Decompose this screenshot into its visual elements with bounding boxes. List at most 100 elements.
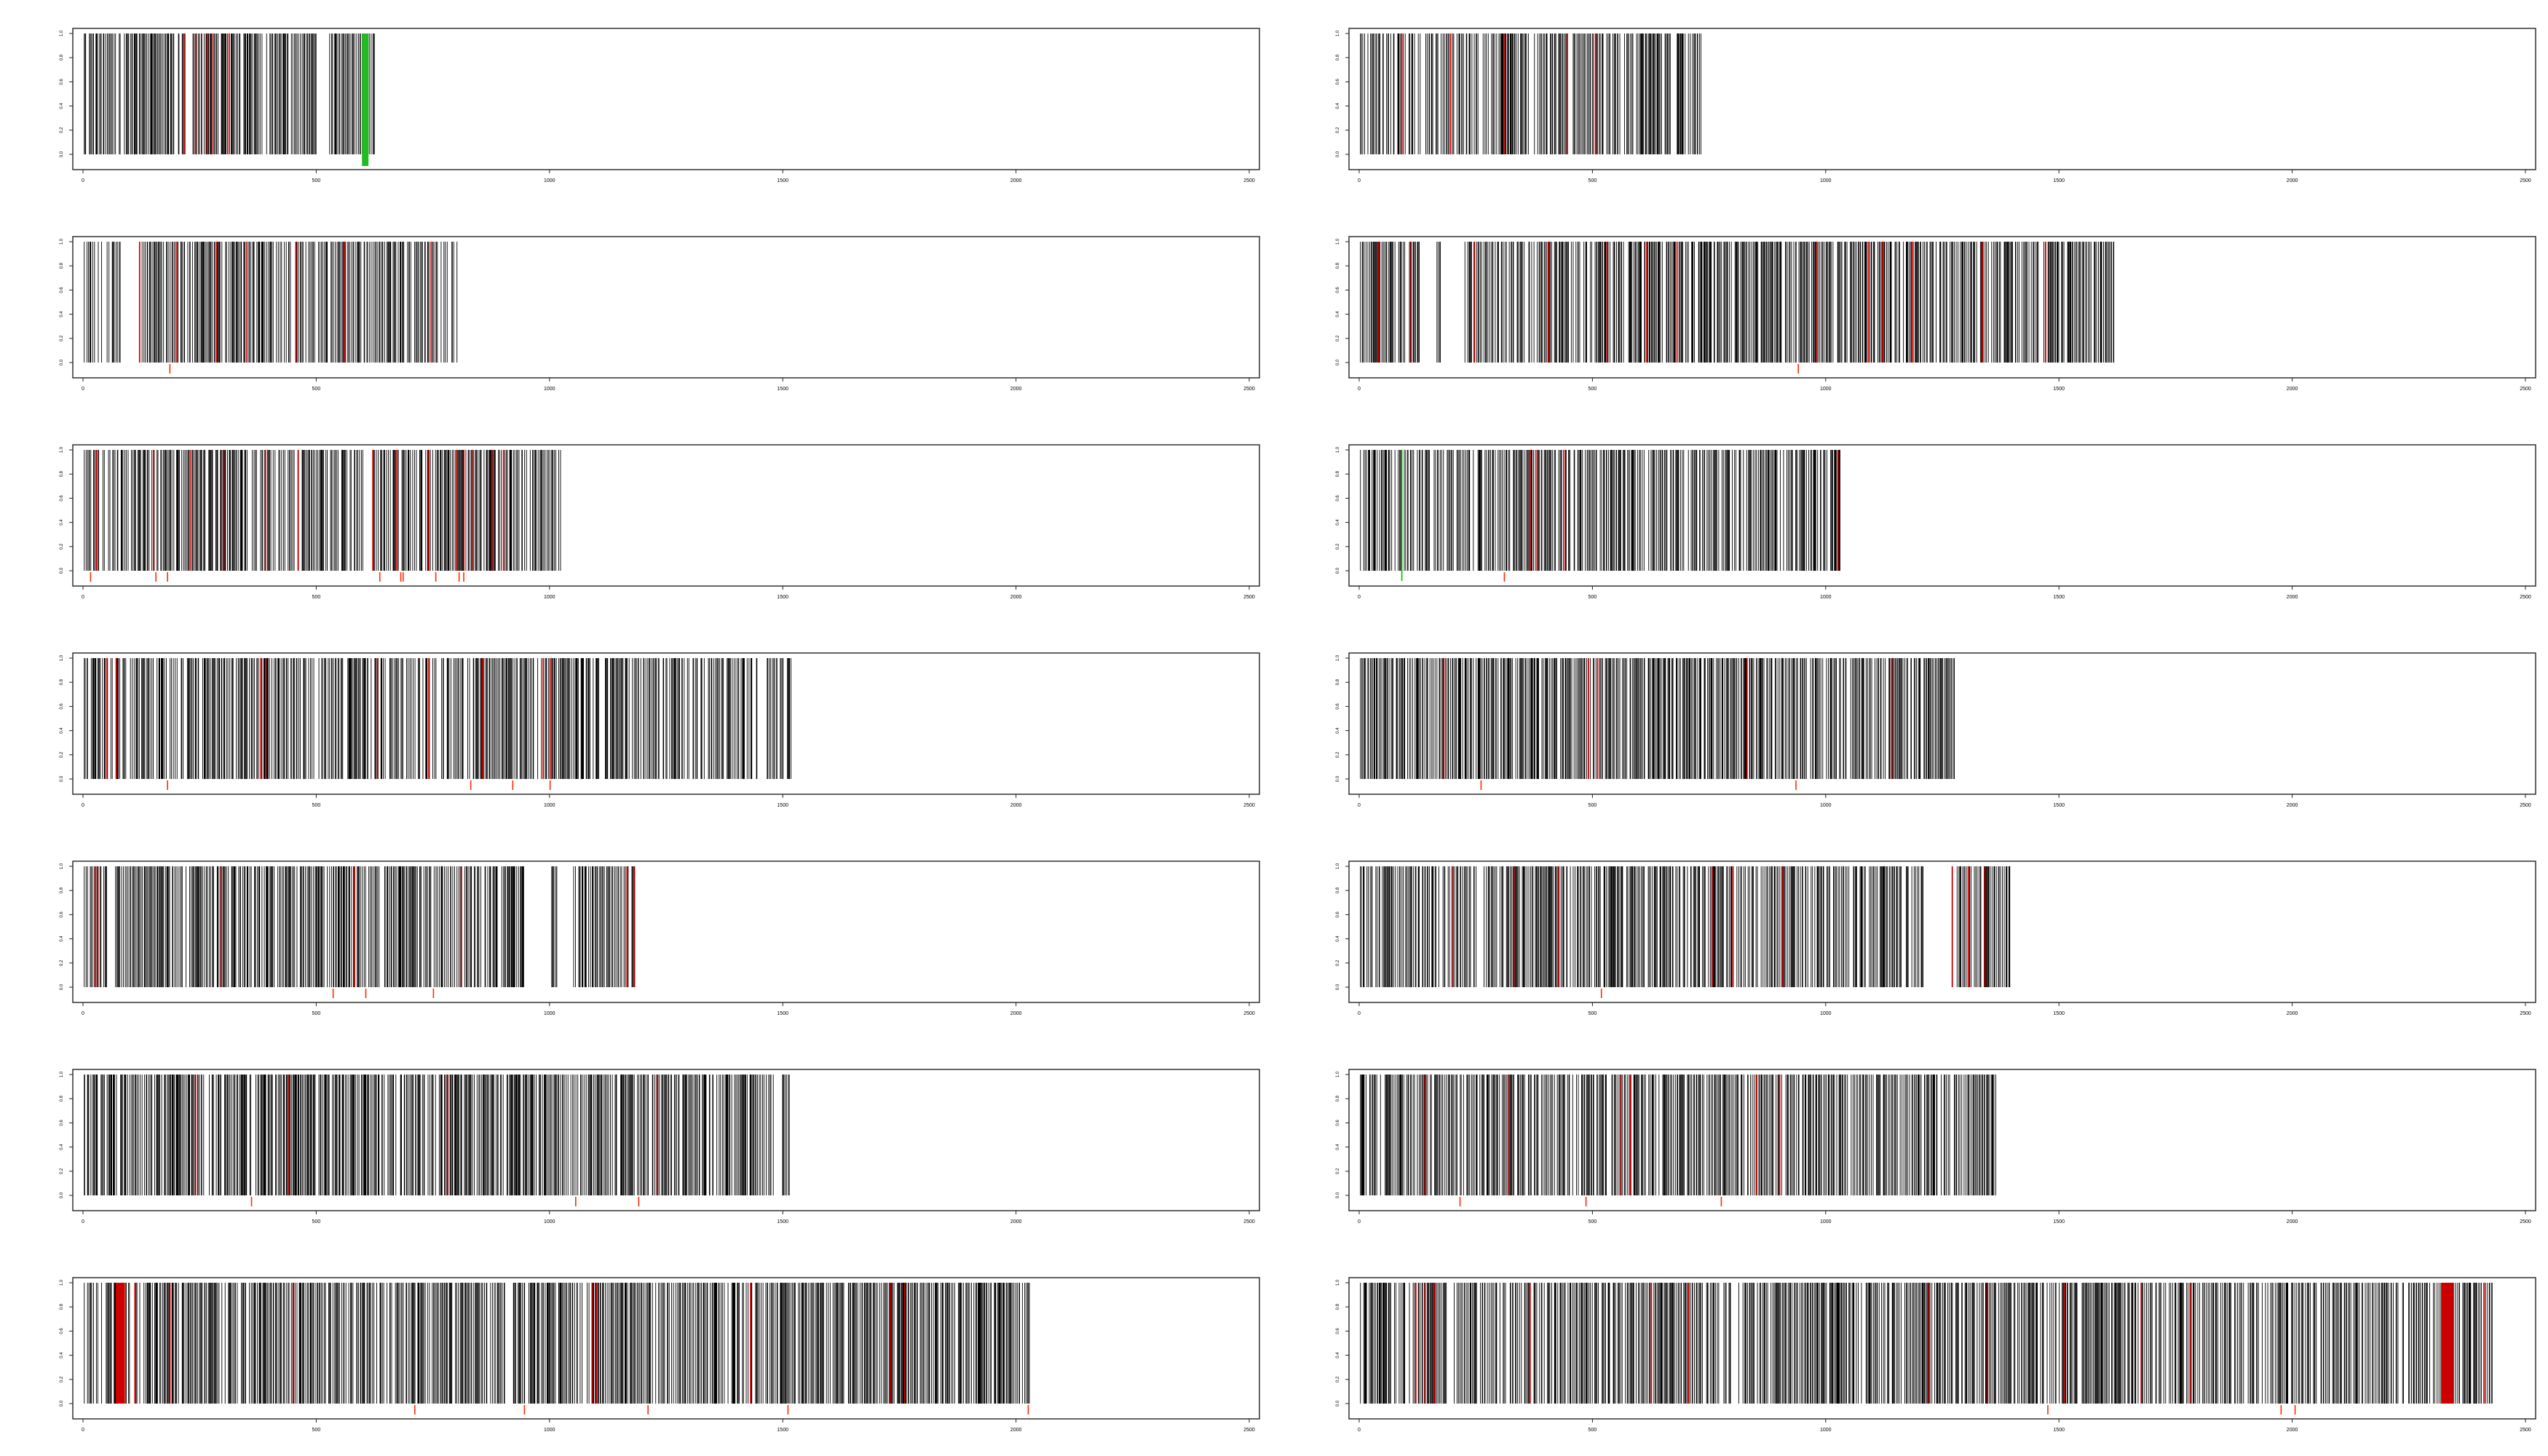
bar [425, 658, 427, 779]
bar [1463, 450, 1465, 571]
bar [1530, 450, 1532, 571]
bar [322, 450, 323, 571]
bar [158, 242, 160, 363]
bar [1528, 866, 1530, 987]
bar [186, 1075, 188, 1195]
bar [1683, 658, 1685, 779]
bar [435, 450, 436, 571]
bar [743, 1075, 745, 1195]
bar [673, 658, 674, 779]
bar [351, 866, 352, 987]
bar [1463, 1075, 1464, 1195]
bar [1623, 450, 1625, 571]
bar [1529, 1075, 1530, 1195]
bar [1631, 866, 1634, 987]
y-tick-label: 0.4 [1336, 1144, 1340, 1150]
bar [1698, 866, 1699, 987]
bar [1386, 242, 1388, 363]
bar [1590, 242, 1591, 363]
bar [1812, 866, 1813, 987]
bar [374, 1075, 376, 1195]
bar [1921, 866, 1923, 987]
bar [250, 1075, 251, 1195]
bar [1808, 242, 1810, 363]
bar [179, 866, 181, 987]
bar [247, 866, 249, 987]
bar [376, 242, 378, 363]
bar [202, 866, 203, 987]
bar [1508, 450, 1509, 571]
bar [1543, 33, 1545, 154]
bar [2074, 242, 2076, 363]
bar [1924, 1075, 1926, 1195]
bar [1426, 658, 1428, 779]
bar [749, 1075, 751, 1195]
bar [464, 1075, 466, 1195]
y-tick-label: 1.0 [1336, 30, 1340, 36]
bar [457, 658, 459, 779]
bar [232, 450, 234, 571]
bar [1465, 866, 1467, 987]
bar [422, 242, 423, 363]
bar [1846, 866, 1848, 987]
bar [685, 1075, 687, 1195]
bar [633, 1075, 635, 1195]
bar [567, 658, 569, 779]
bar [1888, 658, 1890, 779]
bar [320, 1075, 322, 1195]
bar [1385, 242, 1387, 363]
bar [695, 658, 696, 779]
bar [1506, 450, 1508, 571]
bar [304, 658, 306, 779]
bar [230, 1283, 232, 1404]
bar [1566, 866, 1568, 987]
bar [285, 866, 287, 987]
bar [1458, 33, 1460, 154]
bar [1424, 1075, 1425, 1195]
bar [1829, 658, 1831, 779]
bar [471, 866, 472, 987]
bar [1664, 866, 1666, 987]
bar [389, 658, 391, 779]
bar [480, 450, 482, 571]
bar [666, 1075, 667, 1195]
bar [1648, 658, 1650, 779]
bar [1932, 1075, 1934, 1195]
bar [1559, 33, 1561, 154]
y-tick-label: 0.6 [1336, 703, 1340, 710]
bar [221, 450, 222, 571]
bar [521, 450, 523, 571]
bar [181, 658, 183, 779]
highlight-bar [446, 1075, 448, 1195]
bar [1520, 450, 1522, 571]
bar [1906, 866, 1907, 987]
bar [154, 1075, 155, 1195]
bar [1575, 1075, 1577, 1195]
bar [93, 658, 95, 779]
bar [631, 866, 633, 987]
bar [397, 1283, 399, 1404]
bar [1397, 1075, 1399, 1195]
bar [1760, 242, 1762, 363]
bar [1730, 658, 1732, 779]
bar [1407, 658, 1408, 779]
bar [1544, 1075, 1546, 1195]
bar [1616, 450, 1617, 571]
bar [1683, 1075, 1685, 1195]
bar [299, 242, 301, 363]
bar [1700, 242, 1701, 363]
x-tick-label: 2000 [2287, 595, 2298, 600]
bar [119, 33, 121, 154]
bar [1520, 1075, 1521, 1195]
bar [1460, 658, 1461, 779]
bar [1624, 450, 1626, 571]
bar [1486, 450, 1487, 571]
bar [1492, 450, 1494, 571]
bar [647, 1075, 649, 1195]
bar [1406, 866, 1407, 987]
bar [539, 450, 541, 571]
bar [579, 866, 581, 987]
bar [1580, 450, 1581, 571]
bar [332, 33, 333, 154]
bar [451, 242, 453, 363]
